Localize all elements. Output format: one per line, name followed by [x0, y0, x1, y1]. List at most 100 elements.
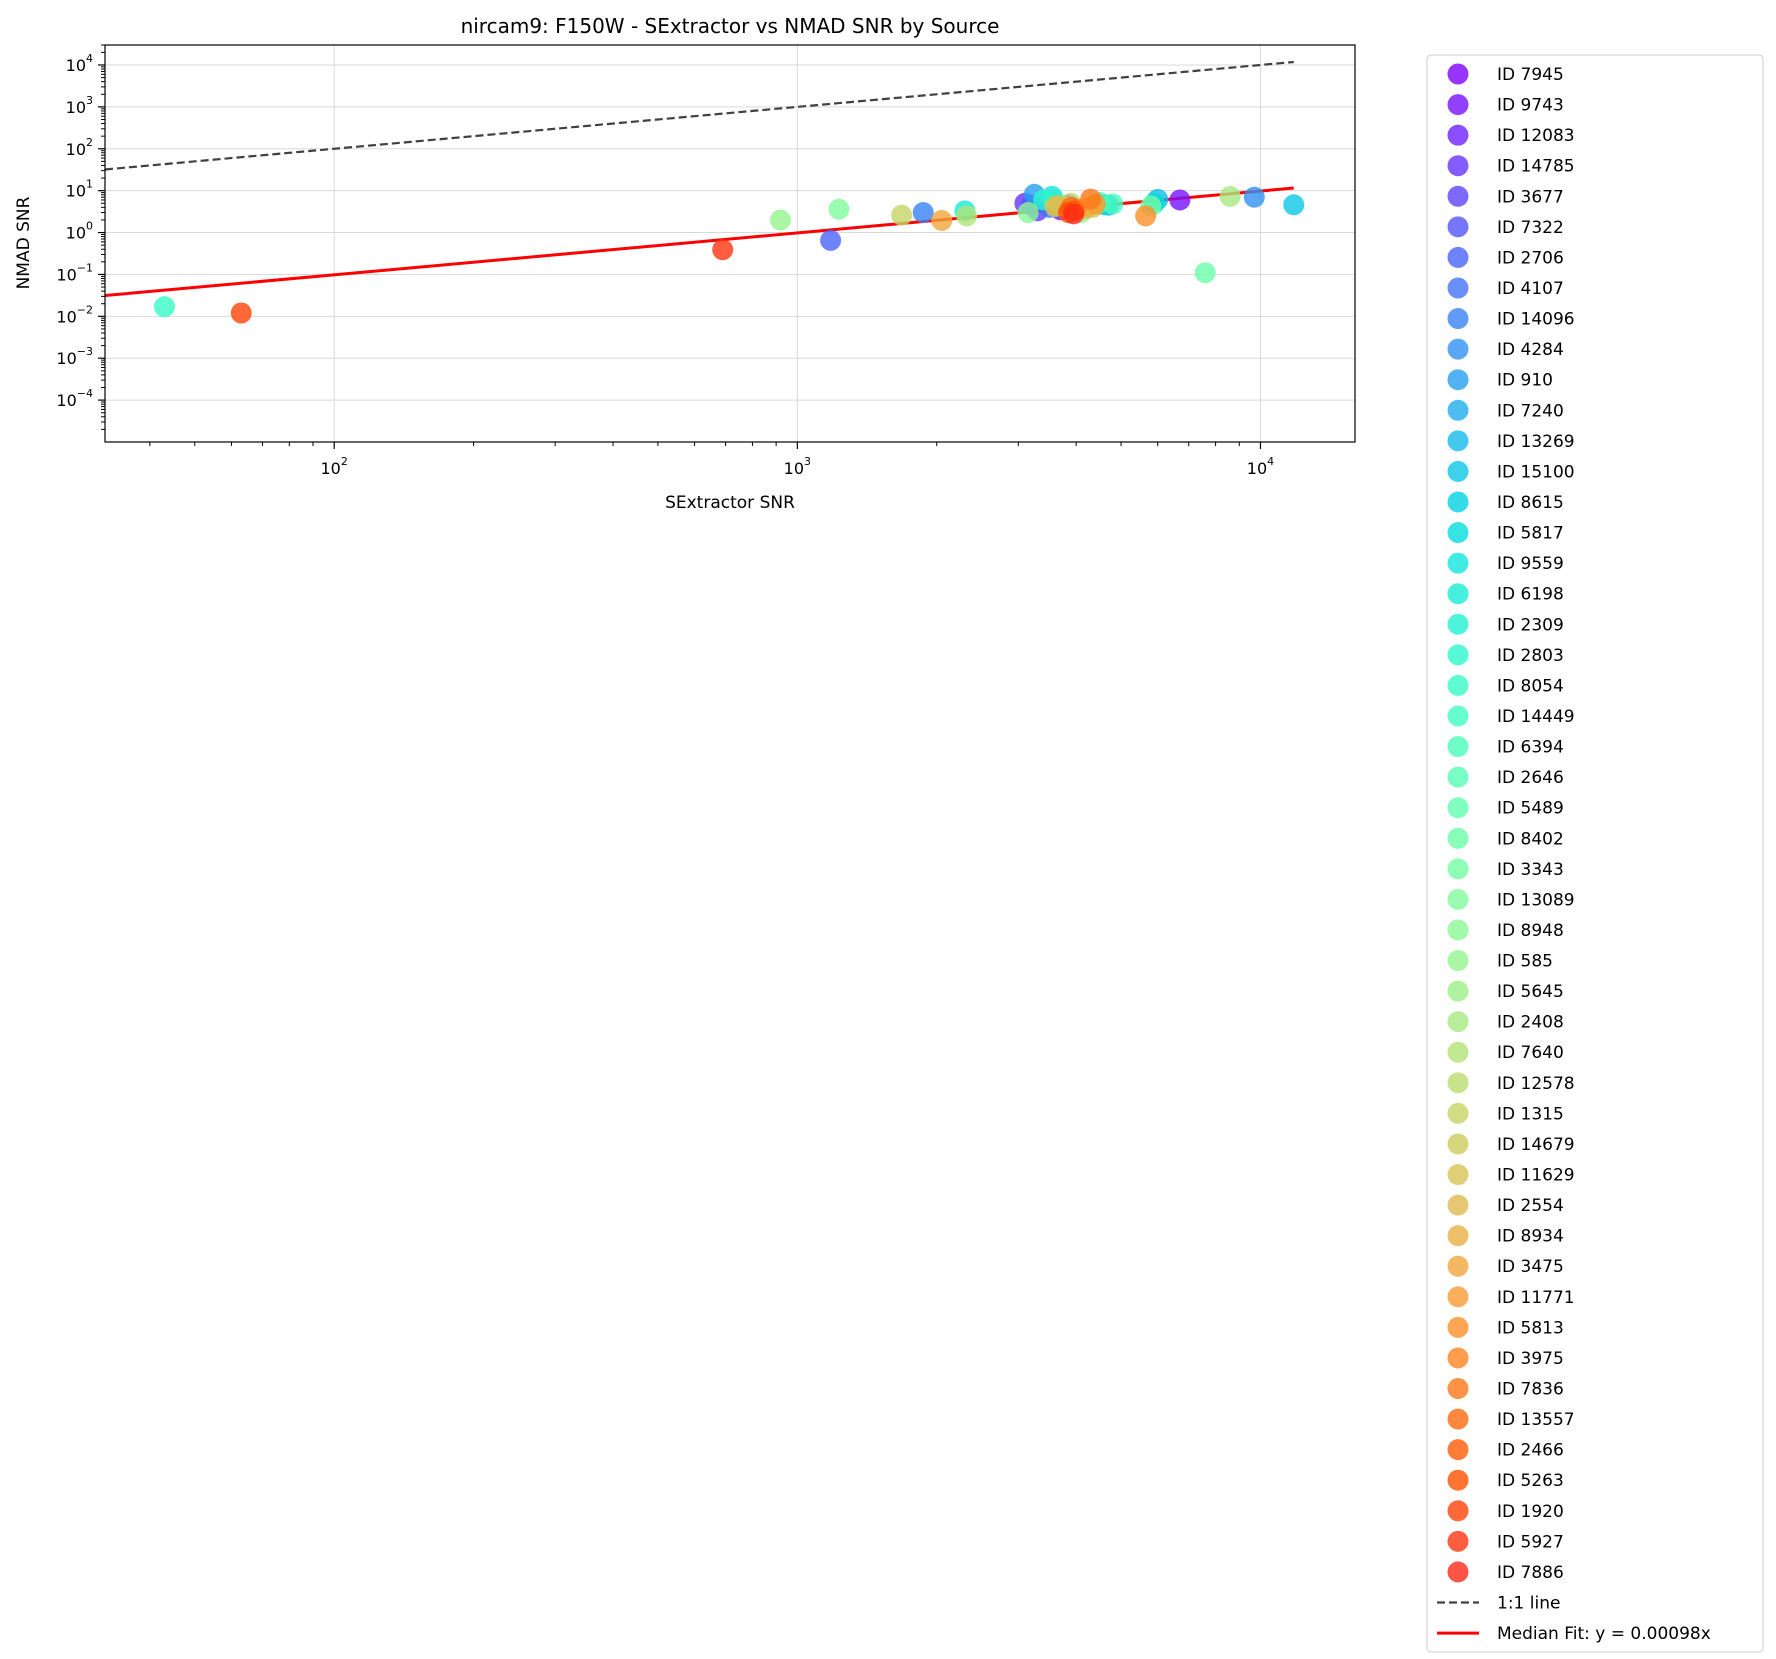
one-to-one-line — [104, 60, 1294, 171]
plot-area — [104, 44, 1356, 443]
y-tick-exponent: 4 — [86, 52, 93, 65]
data-point — [1102, 193, 1124, 215]
legend-marker — [1447, 736, 1469, 758]
x-tick-base: 10 — [1247, 459, 1267, 478]
data-point — [153, 296, 175, 318]
y-tick-label: 101 — [66, 178, 93, 201]
y-tick-base: 10 — [66, 140, 86, 159]
data-points — [153, 183, 1305, 324]
legend-frame — [1426, 54, 1764, 1653]
legend-marker — [1447, 1194, 1469, 1216]
legend-marker — [1447, 1011, 1469, 1033]
legend-marker — [1447, 1225, 1469, 1247]
legend-marker — [1447, 1378, 1469, 1400]
legend-label: ID 4107 — [1497, 279, 1564, 299]
legend-marker — [1447, 491, 1469, 513]
y-tick-exponent: 1 — [86, 178, 93, 191]
legend-marker — [1447, 430, 1469, 452]
legend-marker — [1447, 155, 1469, 177]
legend-marker — [1447, 63, 1469, 85]
legend-label: ID 14096 — [1497, 310, 1575, 330]
legend-label: ID 11629 — [1497, 1166, 1575, 1186]
chart-title: nircam9: F150W - SExtractor vs NMAD SNR … — [461, 14, 1000, 38]
data-point — [956, 205, 978, 227]
legend-label: ID 5645 — [1497, 982, 1564, 1002]
legend-label: ID 7240 — [1497, 401, 1564, 421]
data-point — [1080, 188, 1102, 210]
legend-label: ID 8615 — [1497, 493, 1564, 513]
legend-label: ID 7836 — [1497, 1380, 1564, 1400]
legend-marker — [1447, 1041, 1469, 1063]
legend-label: ID 2803 — [1497, 646, 1564, 666]
y-tick-label: 100 — [66, 220, 93, 243]
legend-label: ID 3343 — [1497, 860, 1564, 880]
legend-label: ID 12578 — [1497, 1074, 1575, 1094]
data-point — [1194, 262, 1216, 284]
legend-marker — [1447, 94, 1469, 116]
y-axis-label: NMAD SNR — [14, 196, 34, 289]
legend-marker — [1447, 705, 1469, 727]
data-point — [1169, 189, 1191, 211]
x-tick-base: 10 — [784, 459, 804, 478]
legend-label: ID 7322 — [1497, 218, 1564, 238]
legend-marker — [1447, 124, 1469, 146]
legend-marker — [1447, 216, 1469, 238]
legend-label: ID 6198 — [1497, 585, 1564, 605]
legend-marker — [1447, 1530, 1469, 1552]
legend-label: ID 7886 — [1497, 1563, 1564, 1583]
legend-label: 1:1 line — [1497, 1594, 1560, 1614]
y-tick-base: 10 — [56, 265, 76, 284]
legend-marker — [1447, 1439, 1469, 1461]
y-tick-exponent: −4 — [77, 387, 93, 400]
legend-label: ID 5263 — [1497, 1471, 1564, 1491]
legend-label: ID 585 — [1497, 952, 1553, 972]
y-tick-base: 10 — [66, 56, 86, 75]
x-tick-base: 10 — [321, 459, 341, 478]
legend-label: ID 2466 — [1497, 1441, 1564, 1461]
legend-label: ID 13557 — [1497, 1410, 1575, 1430]
y-tick-exponent: 0 — [86, 220, 93, 233]
data-point — [828, 198, 850, 220]
legend-marker — [1447, 185, 1469, 207]
legend-marker — [1447, 246, 1469, 268]
y-tick-base: 10 — [66, 182, 86, 201]
legend-label: ID 910 — [1497, 371, 1553, 391]
legend-marker — [1447, 1561, 1469, 1583]
x-axis-label: SExtractor SNR — [665, 493, 795, 513]
legend-label: ID 13089 — [1497, 890, 1575, 910]
legend-label: ID 2408 — [1497, 1013, 1564, 1033]
legend-marker — [1447, 1164, 1469, 1186]
legend-marker — [1447, 644, 1469, 666]
legend-label: ID 5927 — [1497, 1532, 1564, 1552]
legend-label: ID 7640 — [1497, 1043, 1564, 1063]
legend-marker — [1447, 827, 1469, 849]
legend-marker — [1447, 674, 1469, 696]
legend-marker — [1447, 613, 1469, 635]
legend-marker — [1447, 1072, 1469, 1094]
legend-label: ID 12083 — [1497, 126, 1575, 146]
legend-marker — [1447, 858, 1469, 880]
x-tick-exponent: 4 — [1267, 455, 1274, 468]
legend-marker — [1447, 277, 1469, 299]
legend-label: ID 11771 — [1497, 1288, 1575, 1308]
data-point — [1283, 194, 1305, 216]
data-point — [230, 302, 252, 324]
legend-label: ID 9559 — [1497, 554, 1564, 574]
legend-label: ID 5489 — [1497, 799, 1564, 819]
legend-marker — [1447, 1408, 1469, 1430]
y-tick-label: 102 — [66, 136, 93, 159]
x-tick-label: 102 — [321, 455, 348, 478]
legend-label: ID 8402 — [1497, 829, 1564, 849]
y-tick-base: 10 — [56, 307, 76, 326]
legend-marker — [1447, 338, 1469, 360]
y-tick-label: 104 — [66, 52, 93, 75]
legend-label: ID 13269 — [1497, 432, 1575, 452]
legend-label: ID 2554 — [1497, 1196, 1564, 1216]
legend-marker — [1447, 766, 1469, 788]
legend-label: ID 15100 — [1497, 462, 1575, 482]
legend-items: ID 7945 ID 9743 ID 12083 ID 14785 ID 3677 ID … — [1437, 63, 1711, 1644]
legend-marker — [1447, 399, 1469, 421]
data-point — [770, 209, 792, 231]
y-tick-label: 103 — [66, 94, 93, 117]
